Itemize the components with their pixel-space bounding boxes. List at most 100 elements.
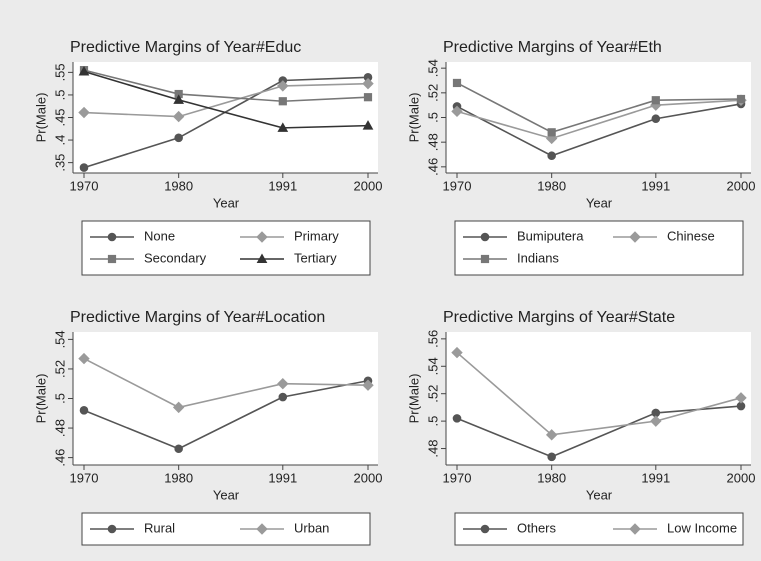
x-tick-label: 2000 [354, 470, 383, 485]
y-tick-label: .48 [425, 440, 440, 458]
legend-label: Indians [517, 250, 559, 265]
legend-label: Bumiputera [517, 228, 584, 243]
legend-marker [107, 254, 117, 264]
legend-marker [629, 231, 641, 243]
data-point [651, 114, 661, 124]
x-tick-label: 1970 [70, 178, 99, 193]
data-point [650, 415, 662, 427]
data-point [362, 77, 374, 90]
chart-title: Predictive Margins of Year#Location [70, 309, 325, 326]
data-point [452, 78, 462, 88]
series-line [456, 103, 742, 157]
series-line [83, 70, 369, 129]
data-point [78, 65, 90, 76]
series-line [83, 76, 369, 169]
series-line [83, 69, 369, 103]
legend-marker [480, 524, 490, 534]
x-tick-label: 2000 [727, 178, 756, 193]
data-point [362, 120, 374, 130]
legend [454, 220, 744, 276]
y-tick-label: .5 [52, 90, 67, 101]
legend-label: None [144, 228, 175, 243]
data-point [78, 106, 90, 119]
legend-marker [256, 253, 268, 263]
y-tick-label: .5 [425, 112, 440, 123]
y-tick-label: .54 [425, 357, 440, 375]
data-point [277, 122, 289, 132]
legend-label: Low Income [667, 520, 737, 535]
x-tick-label: 2000 [354, 178, 383, 193]
x-axis-label: Year [213, 487, 240, 502]
data-point [174, 133, 183, 143]
y-axis-label: Pr(Male) [33, 93, 48, 143]
data-point [547, 151, 556, 161]
legend-label: Secondary [144, 250, 207, 265]
x-axis-label: Year [213, 195, 240, 210]
series-line [83, 357, 369, 409]
y-tick-label: .56 [425, 330, 440, 348]
x-tick-label: 2000 [727, 470, 756, 485]
y-tick-label: .5 [425, 416, 440, 427]
y-tick-label: .4 [52, 135, 67, 146]
legend-marker [107, 524, 117, 534]
data-point [173, 94, 185, 104]
y-tick-label: .54 [425, 59, 440, 77]
legend-marker [480, 254, 490, 264]
legend [81, 220, 371, 276]
data-point [172, 401, 185, 414]
x-tick-label: 1991 [641, 470, 670, 485]
data-point [79, 406, 89, 415]
y-tick-label: .48 [425, 133, 440, 151]
data-point [362, 379, 374, 391]
y-tick-label: .52 [425, 385, 440, 403]
y-tick-label: .48 [52, 419, 67, 437]
data-point [277, 80, 289, 92]
legend-marker [256, 523, 268, 535]
x-tick-label: 1991 [268, 178, 297, 193]
data-point [452, 414, 462, 423]
series-line [456, 99, 742, 140]
plot-area [446, 332, 751, 465]
legend-label: Primary [294, 228, 339, 243]
legend-marker [480, 232, 490, 242]
data-point [277, 378, 289, 390]
y-tick-label: .46 [52, 449, 67, 467]
legend-label: Tertiary [294, 250, 337, 265]
y-tick-label: .46 [425, 158, 440, 176]
x-tick-label: 1970 [70, 470, 99, 485]
series-line [83, 379, 369, 450]
data-point [651, 96, 660, 105]
data-point [174, 444, 183, 454]
series-line [456, 351, 742, 436]
y-tick-label: .55 [52, 63, 67, 81]
legend-marker [107, 232, 117, 242]
x-tick-label: 1980 [164, 178, 193, 193]
legend-label: Others [517, 520, 557, 535]
data-point [172, 110, 185, 123]
data-point [78, 352, 90, 365]
x-tick-label: 1991 [641, 178, 670, 193]
x-tick-label: 1980 [164, 470, 193, 485]
data-point [547, 128, 556, 137]
legend-label: Chinese [667, 228, 715, 243]
data-point [363, 93, 373, 102]
x-tick-label: 1970 [443, 178, 472, 193]
legend-marker [629, 523, 641, 535]
y-axis-label: Pr(Male) [406, 93, 421, 143]
legend-label: Rural [144, 520, 175, 535]
series-line [456, 82, 742, 134]
y-tick-label: .5 [52, 393, 67, 404]
x-axis-label: Year [586, 195, 613, 210]
y-tick-label: .35 [52, 154, 67, 172]
y-axis-label: Pr(Male) [406, 374, 421, 424]
y-axis-label: Pr(Male) [33, 374, 48, 424]
x-tick-label: 1980 [537, 178, 566, 193]
data-point [79, 163, 89, 172]
x-tick-label: 1991 [268, 470, 297, 485]
data-point [547, 452, 556, 462]
data-point [278, 392, 288, 402]
plot-area [73, 332, 378, 465]
data-point [451, 105, 463, 118]
